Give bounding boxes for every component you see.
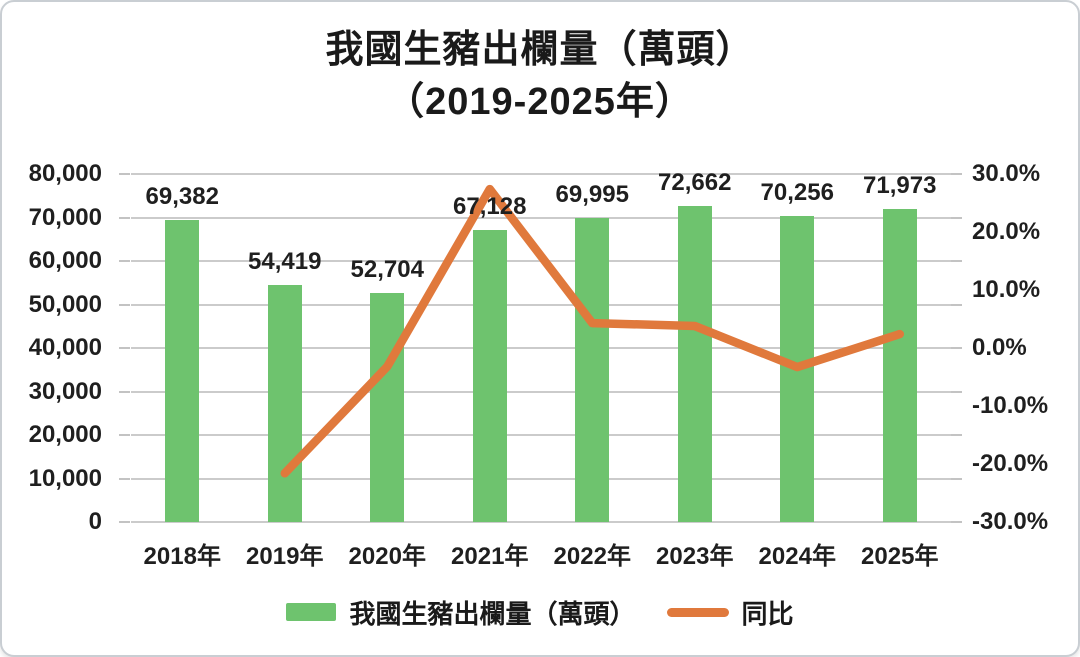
pct-axis-tick-label: 10.0% [972, 276, 1041, 303]
x-axis-label: 2019年 [246, 543, 324, 570]
chart-title: 我國生豬出欄量（萬頭） [325, 29, 755, 71]
grid-line [131, 434, 951, 436]
bar [575, 217, 610, 522]
right-axis-tick [951, 477, 962, 480]
bar [677, 205, 712, 522]
legend-line-label: 同比 [741, 598, 794, 629]
left-axis-tick [119, 477, 130, 480]
pct-axis-tick-label: -10.0% [972, 392, 1049, 419]
left-axis-tick [119, 260, 130, 262]
bar [370, 292, 405, 522]
grid-line [131, 347, 951, 349]
x-axis-label: 2021年 [451, 543, 529, 570]
bar [882, 208, 917, 522]
left-axis-tick [119, 390, 130, 393]
pct-axis-tick-label: 30.0% [972, 160, 1041, 187]
bar [165, 220, 200, 522]
legend-line-swatch [666, 607, 729, 617]
x-axis-label: 2022年 [553, 543, 631, 570]
legend-bar-swatch [286, 603, 337, 621]
right-axis-tick [951, 434, 962, 436]
grid-line [131, 173, 951, 175]
grid-line [131, 303, 951, 306]
y-axis-tick-label: 70,000 [28, 203, 102, 231]
pct-axis-tick-label: 0.0% [972, 334, 1027, 361]
left-axis-tick [119, 347, 130, 349]
right-axis-tick [951, 173, 962, 175]
x-axis-label: 2023年 [656, 543, 734, 570]
left-axis-tick [119, 216, 130, 219]
pct-axis-tick-label: -30.0% [972, 508, 1049, 535]
y-axis-tick-label: 0 [88, 508, 102, 535]
left-axis-tick [119, 434, 130, 436]
y-axis-tick-label: 40,000 [28, 334, 102, 361]
x-axis-label: 2025年 [861, 543, 939, 570]
y-axis-tick-label: 50,000 [28, 290, 102, 318]
grid-line [131, 477, 951, 480]
y-axis-tick-label: 60,000 [28, 247, 102, 274]
bar [472, 229, 507, 522]
right-axis-tick [951, 303, 962, 306]
y-axis-tick-label: 30,000 [28, 377, 102, 405]
chart-subtitle: （2019-2025年） [386, 81, 694, 123]
right-axis-tick [951, 216, 962, 219]
left-axis-tick [119, 173, 130, 175]
left-axis-tick [119, 521, 130, 523]
right-axis-tick [951, 260, 962, 262]
left-axis-tick [119, 303, 130, 306]
legend-bar-label: 我國生豬出欄量（萬頭） [349, 598, 636, 629]
x-axis-label: 2018年 [143, 543, 221, 570]
bar [780, 216, 815, 522]
bar-value-label: 71,973 [863, 171, 937, 199]
right-axis-tick [951, 390, 962, 393]
pct-axis-tick-label: 20.0% [972, 218, 1041, 245]
grid-line [131, 521, 951, 523]
chart-title-block: 我國生豬出欄量（萬頭） （2019-2025年） [2, 24, 1078, 128]
bar [267, 285, 302, 522]
y-axis-tick-label: 20,000 [28, 421, 102, 448]
x-axis-label: 2024年 [758, 543, 836, 570]
y-axis-tick-label: 10,000 [28, 464, 102, 492]
grid-line [131, 390, 951, 393]
y-axis-tick-label: 80,000 [28, 160, 102, 187]
bar-value-label: 52,704 [350, 255, 424, 283]
bar-value-label: 69,382 [145, 183, 219, 211]
pct-axis-tick-label: -20.0% [972, 450, 1049, 477]
right-axis-tick [951, 521, 962, 523]
legend: 我國生豬出欄量（萬頭） 同比 [2, 594, 1078, 630]
x-axis-label: 2020年 [348, 543, 426, 570]
right-axis-tick [951, 347, 962, 349]
